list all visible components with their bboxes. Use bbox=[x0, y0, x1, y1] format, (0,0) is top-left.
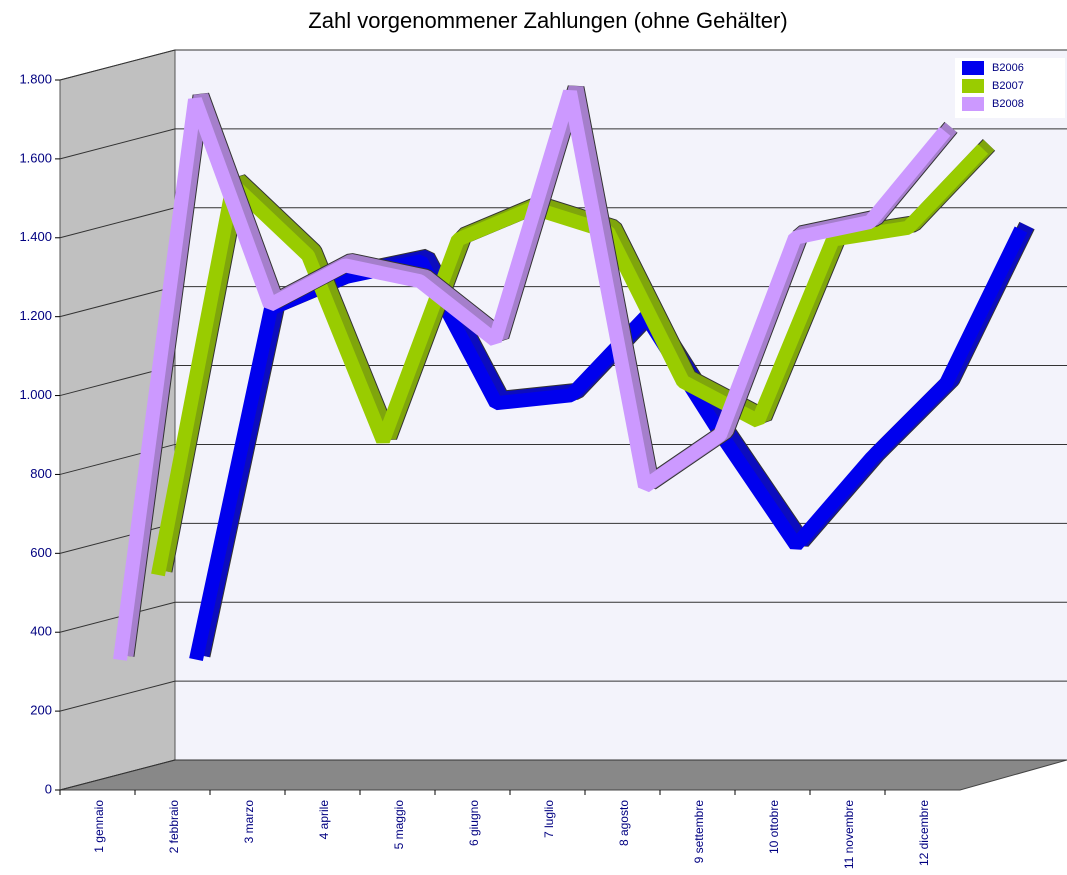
grid-line bbox=[59, 522, 176, 554]
grid-line bbox=[59, 207, 176, 239]
floor bbox=[59, 759, 1067, 791]
grid-line bbox=[59, 49, 176, 81]
y-tick-label: 1.800 bbox=[19, 71, 52, 86]
series-line bbox=[113, 89, 951, 661]
series-line bbox=[151, 144, 989, 577]
grid-line bbox=[59, 680, 176, 712]
x-tick-label: 9 settembre bbox=[692, 800, 706, 864]
y-tick-label: 1.000 bbox=[19, 387, 52, 402]
x-tick-label: 12 dicembre bbox=[917, 800, 931, 866]
x-tick-label: 7 luglio bbox=[542, 800, 556, 838]
x-tick-label: 6 giugno bbox=[467, 800, 481, 846]
y-tick-label: 800 bbox=[30, 466, 52, 481]
x-tick-label: 3 marzo bbox=[242, 800, 256, 844]
legend-swatch bbox=[962, 97, 984, 111]
y-tick-label: 1.600 bbox=[19, 150, 52, 165]
grid-line bbox=[59, 759, 176, 791]
legend-swatch bbox=[962, 79, 984, 93]
chart-title: Zahl vorgenommener Zahlungen (ohne Gehäl… bbox=[308, 8, 787, 33]
grid-line bbox=[59, 601, 176, 633]
legend-label: B2008 bbox=[992, 98, 1024, 110]
x-tick-label: 2 febbraio bbox=[167, 800, 181, 854]
grid-line bbox=[59, 286, 176, 318]
y-tick-label: 1.200 bbox=[19, 308, 52, 323]
legend-label: B2006 bbox=[992, 62, 1024, 74]
grid-line bbox=[59, 128, 176, 160]
legend-label: B2007 bbox=[992, 80, 1024, 92]
y-tick-label: 600 bbox=[30, 545, 52, 560]
x-tick-label: 5 maggio bbox=[392, 800, 406, 850]
x-tick-label: 4 aprile bbox=[317, 800, 331, 840]
x-tick-label: 10 ottobre bbox=[767, 800, 781, 854]
y-tick-label: 0 bbox=[45, 781, 52, 796]
y-tick-label: 200 bbox=[30, 703, 52, 718]
x-tick-label: 1 gennaio bbox=[92, 800, 106, 853]
y-tick-label: 400 bbox=[30, 624, 52, 639]
x-tick-label: 11 novembre bbox=[842, 800, 856, 869]
x-tick-label: 8 agosto bbox=[617, 800, 631, 846]
y-tick-label: 1.400 bbox=[19, 229, 52, 244]
legend-swatch bbox=[962, 61, 984, 75]
